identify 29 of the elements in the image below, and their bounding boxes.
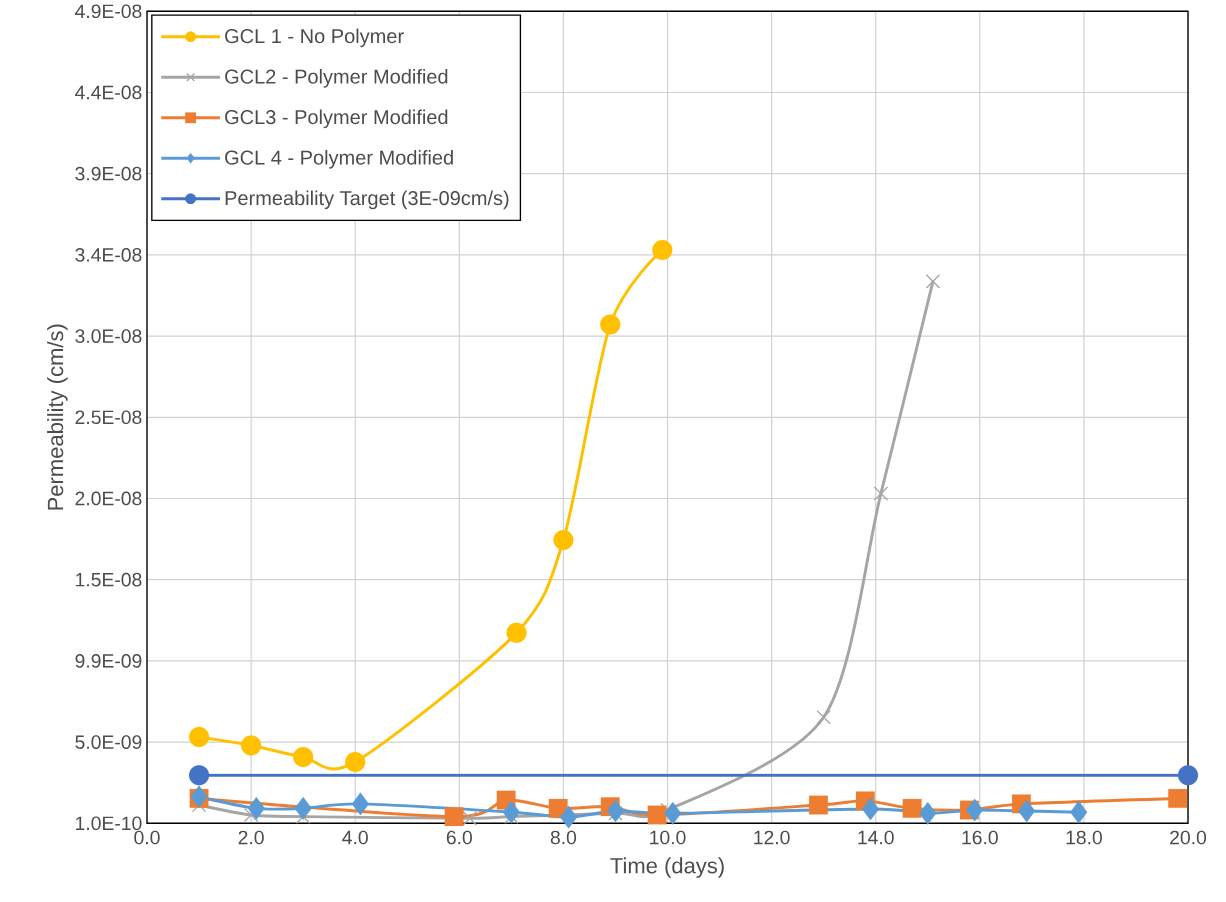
legend-label: GCL 4 - Polymer Modified bbox=[225, 149, 453, 169]
y-axis-title: Permeability (cm/s) bbox=[47, 324, 68, 510]
y-tick-label: 5.0E-09 bbox=[75, 735, 142, 749]
x-tick-label: 20.0 bbox=[1170, 830, 1207, 845]
x-tick-label: 14.0 bbox=[858, 830, 894, 845]
y-tick-label: 3.4E-08 bbox=[75, 247, 142, 262]
x-tick-label: 4.0 bbox=[342, 830, 368, 845]
x-tick-label: 8.0 bbox=[550, 830, 577, 845]
x-tick-label: 12.0 bbox=[754, 830, 790, 845]
y-tick-label: 2.0E-08 bbox=[75, 491, 142, 506]
y-tick-label: 9.9E-09 bbox=[75, 653, 142, 668]
x-tick-label: 6.0 bbox=[446, 830, 472, 845]
y-tick-label: 1.0E-10 bbox=[76, 816, 142, 830]
x-tick-label: 16.0 bbox=[962, 830, 998, 845]
y-tick-label: 3.9E-08 bbox=[75, 166, 142, 181]
x-tick-label: 0.0 bbox=[134, 830, 160, 845]
x-tick-label: 10.0 bbox=[650, 830, 686, 845]
x-axis-title: Time (days) bbox=[610, 857, 724, 878]
legend-label: Permeability Target (3E-09cm/s) bbox=[225, 190, 509, 209]
y-tick-label: 2.5E-08 bbox=[75, 410, 142, 424]
y-tick-label: 4.4E-08 bbox=[75, 85, 142, 100]
x-tick-label: 18.0 bbox=[1066, 830, 1102, 845]
legend-label: GCL3 - Polymer Modified bbox=[225, 109, 448, 128]
y-tick-label: 4.9E-08 bbox=[75, 4, 142, 18]
y-tick-label: 1.5E-08 bbox=[76, 572, 142, 587]
y-tick-label: 3.0E-08 bbox=[75, 329, 142, 343]
x-tick-label: 2.0 bbox=[238, 830, 264, 845]
legend-label: GCL 1 - No Polymer bbox=[225, 28, 404, 48]
legend-label: GCL2 - Polymer Modified bbox=[225, 68, 448, 88]
